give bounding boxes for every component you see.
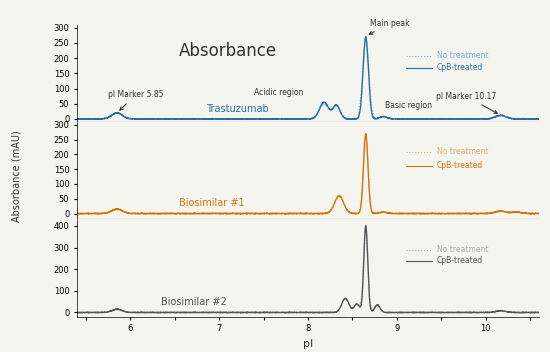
Text: CpB-treated: CpB-treated	[437, 161, 483, 170]
Text: Trastuzumab: Trastuzumab	[206, 103, 268, 113]
Text: Absorbance (mAU): Absorbance (mAU)	[12, 130, 21, 222]
Text: CpB-treated: CpB-treated	[437, 256, 483, 265]
Text: CpB-treated: CpB-treated	[437, 63, 483, 72]
Text: pI Marker 5.85: pI Marker 5.85	[108, 90, 163, 110]
X-axis label: pI: pI	[303, 339, 313, 349]
Text: Biosimilar #1: Biosimilar #1	[179, 197, 245, 208]
Text: Main peak: Main peak	[369, 19, 410, 34]
Text: Acidic region: Acidic region	[254, 88, 304, 97]
Text: Biosimilar #2: Biosimilar #2	[161, 297, 227, 307]
Text: No treatment: No treatment	[437, 245, 488, 254]
Text: Basic region: Basic region	[386, 101, 432, 110]
Text: pI Marker 10.17: pI Marker 10.17	[436, 92, 497, 113]
Text: No treatment: No treatment	[437, 147, 488, 157]
Text: Absorbance: Absorbance	[179, 42, 277, 60]
Text: No treatment: No treatment	[437, 51, 488, 60]
